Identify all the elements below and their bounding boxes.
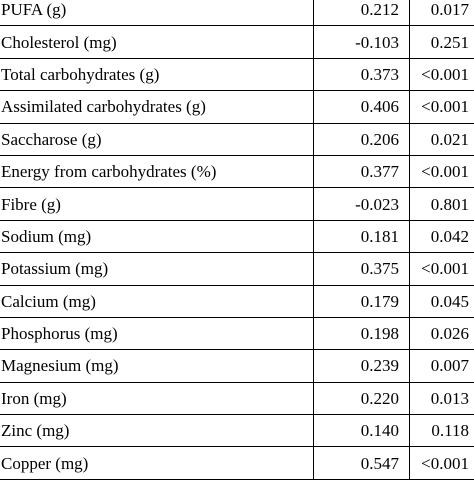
p-value-cell: 0.017 xyxy=(410,0,474,26)
p-value-cell: <0.001 xyxy=(410,155,474,187)
coefficient-cell: 0.212 xyxy=(314,0,410,26)
nutrient-label-cell: Copper (mg) xyxy=(0,447,314,479)
p-value-cell: 0.042 xyxy=(410,220,474,252)
nutrient-label-cell: Potassium (mg) xyxy=(0,253,314,285)
nutrient-label-cell: Iron (mg) xyxy=(0,382,314,414)
p-value-cell: 0.045 xyxy=(410,285,474,317)
p-value-cell: <0.001 xyxy=(410,58,474,90)
coefficient-cell: -0.103 xyxy=(314,26,410,58)
coefficient-cell: 0.406 xyxy=(314,91,410,123)
nutrient-label-cell: Magnesium (mg) xyxy=(0,350,314,382)
nutrient-label-cell: Energy from carbohydrates (%) xyxy=(0,155,314,187)
p-value-cell: <0.001 xyxy=(410,253,474,285)
p-value-cell: 0.801 xyxy=(410,188,474,220)
nutrient-label-cell: PUFA (g) xyxy=(0,0,314,26)
p-value-cell: 0.021 xyxy=(410,123,474,155)
p-value-cell: 0.251 xyxy=(410,26,474,58)
p-value-cell: 0.007 xyxy=(410,350,474,382)
coefficient-cell: 0.198 xyxy=(314,317,410,349)
coefficient-cell: -0.023 xyxy=(314,188,410,220)
nutrient-label-cell: Sodium (mg) xyxy=(0,220,314,252)
coefficient-cell: 0.239 xyxy=(314,350,410,382)
nutrient-label-cell: Total carbohydrates (g) xyxy=(0,58,314,90)
table-row: Energy from carbohydrates (%)0.377<0.001 xyxy=(0,155,474,187)
coefficient-cell: 0.179 xyxy=(314,285,410,317)
coefficient-cell: 0.375 xyxy=(314,253,410,285)
table-row: Potassium (mg)0.375<0.001 xyxy=(0,253,474,285)
coefficient-cell: 0.140 xyxy=(314,415,410,447)
table-row: Copper (mg)0.547<0.001 xyxy=(0,447,474,479)
nutrient-label-cell: Cholesterol (mg) xyxy=(0,26,314,58)
coefficient-cell: 0.206 xyxy=(314,123,410,155)
p-value-cell: 0.118 xyxy=(410,415,474,447)
nutrient-label-cell: Phosphorus (mg) xyxy=(0,317,314,349)
p-value-cell: 0.026 xyxy=(410,317,474,349)
nutrient-label-cell: Assimilated carbohydrates (g) xyxy=(0,91,314,123)
table-row: Total carbohydrates (g)0.373<0.001 xyxy=(0,58,474,90)
p-value-cell: <0.001 xyxy=(410,447,474,479)
nutrient-label-cell: Calcium (mg) xyxy=(0,285,314,317)
nutrient-label-cell: Fibre (g) xyxy=(0,188,314,220)
nutrient-label-cell: Saccharose (g) xyxy=(0,123,314,155)
coefficient-cell: 0.377 xyxy=(314,155,410,187)
nutrient-label-cell: Zinc (mg) xyxy=(0,415,314,447)
table-row: Assimilated carbohydrates (g)0.406<0.001 xyxy=(0,91,474,123)
coefficient-cell: 0.547 xyxy=(314,447,410,479)
coefficient-cell: 0.181 xyxy=(314,220,410,252)
p-value-cell: <0.001 xyxy=(410,91,474,123)
p-value-cell: 0.013 xyxy=(410,382,474,414)
coefficient-cell: 0.220 xyxy=(314,382,410,414)
coefficient-cell: 0.373 xyxy=(314,58,410,90)
